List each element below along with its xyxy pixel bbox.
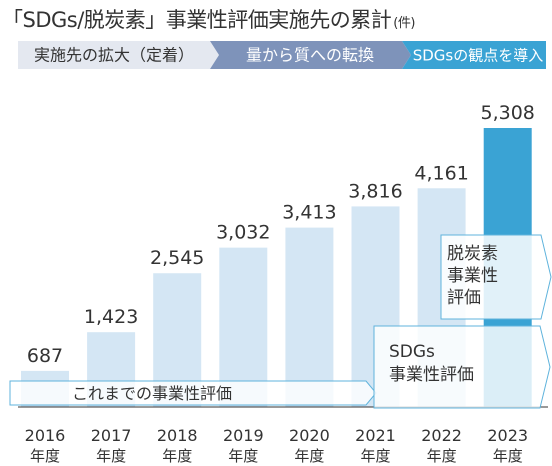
phase-label-1: 実施先の拡大（定着） [34, 46, 194, 65]
annotation-existing-label: これまでの事業性評価 [72, 384, 232, 403]
tick-label-suffix-2021: 年度 [360, 447, 390, 465]
phase-label-3: SDGsの観点を導入 [413, 47, 544, 65]
annotation-sdgs-line-1: SDGs [389, 342, 435, 362]
bar-2020 [285, 227, 334, 407]
tick-label-suffix-2019: 年度 [228, 447, 258, 465]
tick-label-year-2018: 2018 [157, 426, 198, 445]
tick-label-year-2016: 2016 [25, 426, 66, 445]
annotation-sdgs-line-2: 事業性評価 [389, 365, 474, 385]
tick-label-year-2020: 2020 [289, 426, 330, 445]
phase-band-1 [18, 41, 210, 69]
phase-label-2: 量から質への転換 [246, 46, 374, 65]
tick-label-suffix-2022: 年度 [427, 447, 457, 465]
phase-arrow-1 [210, 41, 219, 69]
tick-label-year-2019: 2019 [223, 426, 264, 445]
annotation-sdgs-arrow [373, 325, 551, 409]
value-label-2018: 2,545 [150, 247, 204, 269]
tick-label-year-2021: 2021 [355, 426, 396, 445]
tick-label-suffix-2020: 年度 [294, 447, 324, 465]
annotation-decarbon-arrow [440, 234, 552, 320]
value-label-2023: 5,308 [480, 102, 534, 124]
tick-label-suffix-2023: 年度 [493, 447, 523, 465]
value-label-2017: 1,423 [84, 306, 138, 328]
tick-label-year-2022: 2022 [421, 426, 462, 445]
phase-band-2 [210, 41, 402, 69]
bar-2019 [219, 247, 268, 407]
value-label-2016: 687 [27, 345, 63, 367]
tick-label-year-2017: 2017 [91, 426, 132, 445]
tick-label-year-2023: 2023 [487, 426, 528, 445]
chart-title: 「SDGs/脱炭素」事業性評価実施先の累計 (件) [2, 4, 415, 34]
tick-label-suffix-2016: 年度 [30, 447, 60, 465]
phase-arrow-2 [402, 41, 411, 69]
annotation-decarbon-line-2: 事業性 [447, 266, 498, 286]
chart-title-text: 「SDGs/脱炭素」事業性評価実施先の累計 [2, 8, 392, 32]
value-label-2019: 3,032 [216, 222, 270, 244]
annotation-decarbon-line-1: 脱炭素 [447, 244, 498, 264]
chart-title-unit: (件) [393, 16, 415, 31]
annotation-decarbon-line-3: 評価 [447, 288, 481, 308]
value-label-2021: 3,816 [348, 180, 402, 202]
tick-label-suffix-2017: 年度 [96, 447, 126, 465]
tick-label-suffix-2018: 年度 [162, 447, 192, 465]
phase-band-3 [402, 41, 546, 69]
annotation-existing-arrow [9, 380, 377, 406]
value-label-2020: 3,413 [282, 202, 336, 224]
value-label-2022: 4,161 [414, 162, 468, 184]
